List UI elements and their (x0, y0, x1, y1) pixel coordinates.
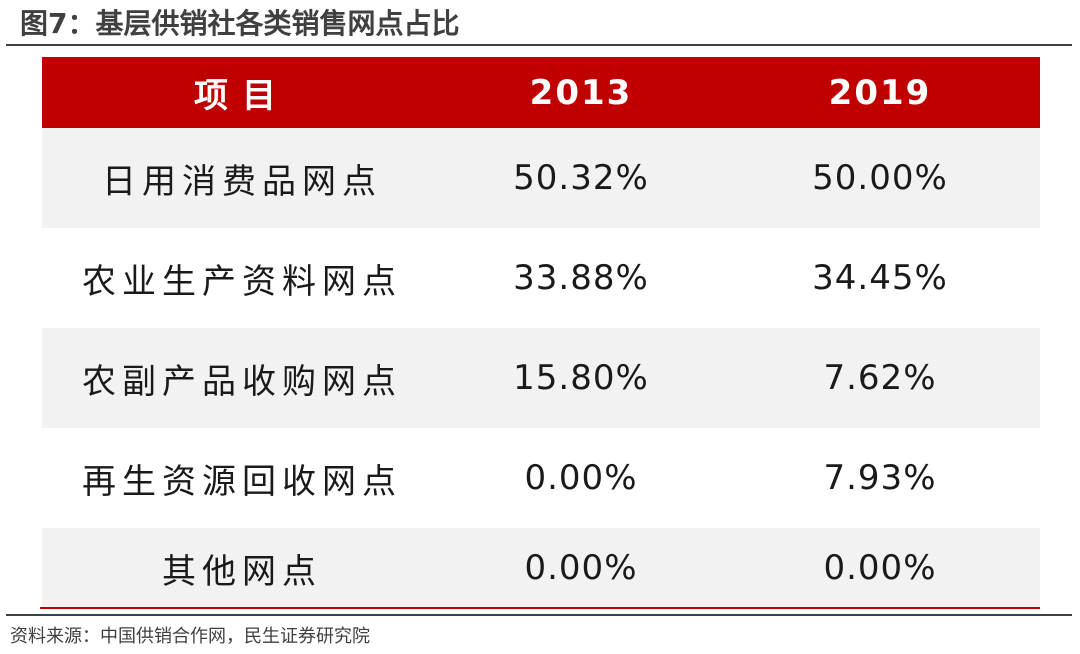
value-2019: 50.00% (812, 158, 948, 198)
data-table: 项目 2013 2019 日用消费品网点 50.32% 50.00% 农业生产资… (42, 57, 1040, 608)
row-label: 农副产品收购网点 (82, 361, 402, 402)
value-2013: 33.88% (513, 258, 649, 298)
row-label: 其他网点 (162, 551, 322, 592)
value-2019: 7.62% (823, 358, 937, 398)
row-label: 日用消费品网点 (102, 161, 382, 202)
table-row: 再生资源回收网点 0.00% 7.93% (42, 428, 1040, 528)
table-row: 日用消费品网点 50.32% 50.00% (42, 128, 1040, 228)
value-2019: 34.45% (812, 258, 948, 298)
header-item: 项目 (194, 76, 290, 116)
value-2013: 50.32% (513, 158, 649, 198)
header-2019: 2019 (828, 72, 932, 113)
value-2019: 0.00% (823, 548, 937, 588)
value-2019: 7.93% (823, 458, 937, 498)
footer-divider (6, 614, 1072, 616)
table-row: 农副产品收购网点 15.80% 7.62% (42, 328, 1040, 428)
header-2013: 2013 (529, 72, 633, 113)
source-note: 资料来源：中国供销合作网，民生证券研究院 (10, 626, 370, 647)
table-row: 其他网点 0.00% 0.00% (42, 528, 1040, 608)
figure-title: 图7：基层供销社各类销售网点占比 (20, 7, 460, 40)
table-bottom-border (40, 607, 1040, 609)
value-2013: 0.00% (524, 548, 638, 588)
value-2013: 0.00% (524, 458, 638, 498)
row-label: 再生资源回收网点 (82, 461, 402, 502)
table-row: 农业生产资料网点 33.88% 34.45% (42, 228, 1040, 328)
row-label: 农业生产资料网点 (82, 261, 402, 302)
value-2013: 15.80% (513, 358, 649, 398)
table-header-row: 项目 2013 2019 (42, 57, 1040, 128)
title-divider (6, 44, 1072, 46)
